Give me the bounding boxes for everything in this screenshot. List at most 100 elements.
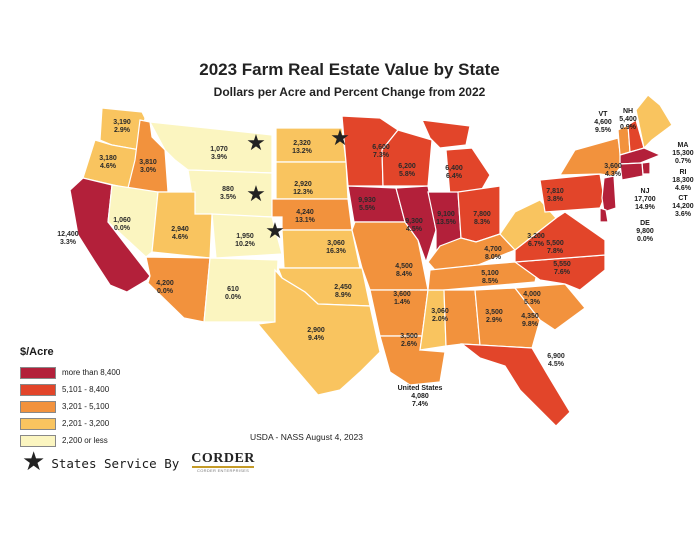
state-label-or: 3,180 4.6%: [99, 155, 117, 170]
service-star-icon: ★: [265, 219, 285, 244]
state-label-ar: 3,600 1.4%: [393, 291, 411, 306]
state-sc: [513, 283, 586, 331]
state-label-ct: CT 14,200 3.6%: [672, 195, 694, 218]
legend-label: 5,101 - 8,400: [62, 385, 110, 394]
state-label-il: 9,300 4.5%: [405, 218, 423, 233]
legend-item: 2,201 - 3,200: [20, 416, 180, 431]
state-pa: [539, 173, 605, 213]
state-wi: [381, 129, 433, 187]
logo-underline: [192, 466, 255, 468]
state-label-in: 9,100 13.5%: [436, 211, 457, 226]
state-label-nv: 1,060 0.0%: [113, 217, 131, 232]
us-total-change: 7.4%: [412, 401, 428, 408]
state-al: [443, 289, 481, 347]
state-fl: [460, 343, 571, 427]
state-label-fl: 6,900 4.5%: [547, 353, 565, 368]
legend-item: more than 8,400: [20, 365, 180, 380]
state-label-wv: 3,200 6.7%: [527, 233, 545, 248]
legend-item: 3,201 - 5,100: [20, 399, 180, 414]
legend-title: $/Acre: [20, 346, 54, 358]
state-de: [599, 207, 609, 223]
state-label-nc: 5,550 7.6%: [553, 261, 571, 276]
legend-swatch: [20, 417, 56, 430]
state-nm: [203, 257, 279, 323]
service-star-icon: ★: [246, 182, 266, 207]
state-label-mo: 4,500 8.4%: [395, 263, 413, 278]
state-label-ca: 12,400 3.3%: [57, 231, 79, 246]
state-label-nm: 610 0.0%: [225, 286, 242, 301]
state-label-ga: 4,350 9.8%: [521, 313, 539, 328]
state-label-ne: 4,240 13.1%: [295, 209, 316, 224]
state-label-tn: 5,100 8.5%: [481, 270, 499, 285]
legend-item: 2,200 or less: [20, 433, 180, 448]
state-label-nj: NJ 17,700 14.9%: [634, 188, 656, 211]
state-label-ut: 2,940 4.6%: [171, 226, 189, 241]
state-id: [126, 119, 169, 193]
legend-item: 5,101 - 8,400: [20, 382, 180, 397]
state-label-pa: 7,810 3.8%: [546, 188, 564, 203]
state-label-al: 3,500 2.9%: [485, 309, 503, 324]
map-title: 2023 Farm Real Estate Value by State: [199, 60, 500, 79]
legend-swatch: [20, 383, 56, 396]
state-label-az: 4,200 0.0%: [156, 280, 174, 295]
state-nj: [601, 175, 617, 213]
state-label-wy: 880 3.5%: [220, 186, 237, 201]
state-label-ia: 9,930 5.5%: [358, 197, 376, 212]
state-label-oh: 7,800 8.3%: [473, 211, 491, 226]
state-label-co: 1,950 10.2%: [235, 233, 256, 248]
legend-label: more than 8,400: [62, 368, 121, 377]
state-label-sd: 2,920 12.3%: [293, 181, 314, 196]
us-total-value: 4,080: [411, 393, 429, 400]
state-label-ok: 2,450 8.9%: [334, 284, 352, 299]
state-label-ky: 4,700 8.0%: [484, 246, 502, 261]
state-label-nd: 2,320 13.2%: [292, 140, 313, 155]
state-ga: [474, 287, 541, 349]
us-total-name: United States: [397, 385, 443, 392]
state-ks: [281, 229, 361, 269]
state-label-wa: 3,190 2.9%: [113, 119, 131, 134]
state-label-sc: 4,000 5.3%: [523, 291, 541, 306]
corder-logo: CORDER CORDER ENTERPRISES: [191, 451, 255, 473]
legend-swatch: [20, 400, 56, 413]
source-note: USDA - NASS August 4, 2023: [250, 432, 363, 442]
service-star-icon: ★: [246, 131, 266, 156]
legend-label: 3,201 - 5,100: [62, 402, 110, 411]
state-label-vt: VT 4,600 9.5%: [594, 111, 612, 134]
star-icon: ★: [22, 446, 46, 476]
state-nv: [107, 184, 159, 258]
state-label-tx: 2,900 9.4%: [307, 327, 325, 342]
logo-subtitle: CORDER ENTERPRISES: [197, 468, 250, 473]
state-label-de: DE 9,800 0.0%: [636, 220, 654, 243]
map-subtitle: Dollars per Acre and Percent Change from…: [213, 85, 486, 99]
state-label-ri: RI 18,300 4.6%: [672, 169, 694, 192]
state-tx: [256, 268, 381, 396]
state-ma: [619, 147, 662, 165]
state-label-ms: 3,060 2.0%: [431, 308, 449, 323]
state-co: [211, 213, 283, 259]
state-label-id: 3,810 3.0%: [139, 159, 157, 174]
state-label-ks: 3,060 16.3%: [326, 240, 347, 255]
legend-swatch: [20, 366, 56, 379]
state-il: [395, 185, 437, 264]
state-label-mi: 6,400 6.4%: [445, 165, 463, 180]
state-label-nh: NH 5,400 0.9%: [619, 108, 637, 131]
us-total: United States 4,080 7.4%: [380, 385, 460, 409]
state-label-va: 5,500 7.8%: [546, 240, 564, 255]
state-az: [145, 256, 211, 323]
legend: $/Acre more than 8,400 5,101 - 8,400 3,2…: [20, 346, 180, 450]
legend-label: 2,200 or less: [62, 436, 108, 445]
service-star-icon: ★: [330, 126, 350, 151]
state-label-mt: 1,070 3.9%: [210, 146, 228, 161]
service-text: States Service By: [51, 455, 180, 471]
state-label-wi: 6,200 5.8%: [398, 163, 416, 178]
state-label-ma: MA 15,300 0.7%: [672, 142, 694, 165]
legend-swatch: [20, 434, 56, 447]
service-note: ★ States Service By CORDER CORDER ENTERP…: [22, 448, 255, 474]
state-label-la: 3,500 2.6%: [400, 333, 418, 348]
state-mi: [421, 119, 491, 197]
state-label-mn: 6,600 7.3%: [372, 144, 390, 159]
state-ct: [619, 162, 644, 181]
legend-label: 2,201 - 3,200: [62, 419, 110, 428]
logo-wordmark: CORDER: [191, 451, 255, 466]
